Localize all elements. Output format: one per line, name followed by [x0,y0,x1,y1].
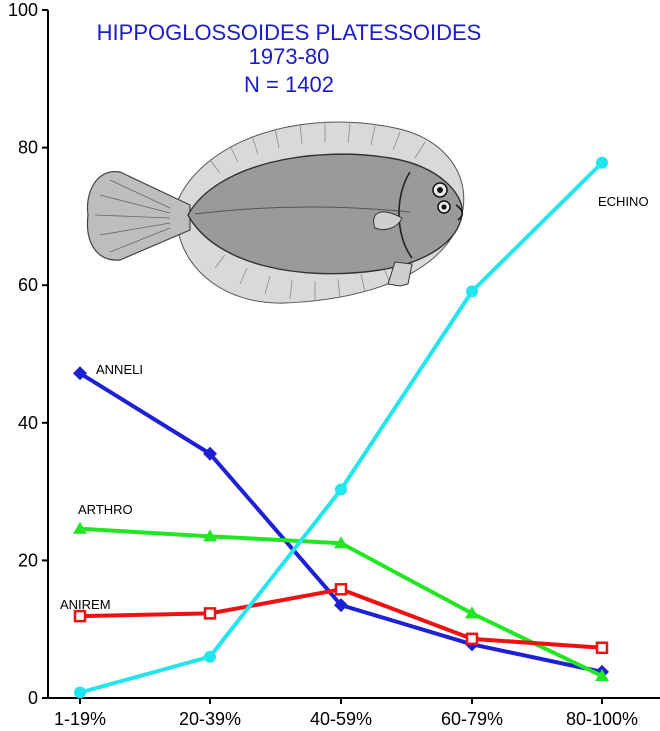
data-point-anirem [465,632,479,646]
data-point-anneli [73,366,87,381]
data-point-arthro [73,521,87,534]
series-label-anneli: ANNELI [96,362,143,377]
data-point-echino [204,650,216,663]
series-label-anirem: ANIREM [60,597,111,612]
data-point-echino [466,285,478,298]
y-tick-label: 100 [8,0,38,20]
data-point-anneli [334,598,348,613]
series-layer [73,156,609,699]
flatfish-illustration [86,121,465,304]
data-point-echino [335,483,347,496]
fish-lateral-line [194,206,411,215]
y-tick-label: 40 [18,413,38,433]
fish-gill-cover [398,171,413,259]
data-point-arthro [203,529,217,542]
data-point-anirem [334,583,348,596]
x-tick-label: 20-39% [179,709,241,729]
series-arthro [73,521,609,681]
data-point-anirem [73,609,87,623]
x-tick-label: 80-100% [566,709,638,729]
chart-title-line-2: 1973-80 [249,44,330,69]
x-tick-label: 40-59% [310,709,372,729]
data-point-echino [74,686,86,699]
series-line-anneli [78,371,603,674]
fish-tail [86,171,191,261]
data-point-echino [596,156,608,169]
fish-fin-rays [209,122,426,300]
chart-title-line-1: HIPPOGLOSSOIDES PLATESSOIDES [97,20,482,45]
series-labels: ANNELI ARTHRO ANIREM ECHINO [60,194,649,612]
series-anneli [73,366,609,679]
series-label-echino: ECHINO [598,194,649,209]
series-label-arthro: ARTHRO [78,502,133,517]
data-point-arthro [465,606,479,619]
chart-title-line-3: N = 1402 [244,72,334,97]
fish-pectoral-fin [373,211,403,231]
data-point-anirem [595,641,609,655]
data-point-arthro [334,536,348,549]
series-echino [74,156,608,699]
series-anirem [73,583,609,655]
data-point-arthro [595,668,609,681]
y-tick-label: 20 [18,550,38,570]
data-point-anneli [203,446,217,461]
x-tick-label: 60-79% [441,709,503,729]
data-point-anirem [203,607,217,620]
y-tick-label: 80 [18,138,38,158]
x-tick-label: 1-19% [54,709,106,729]
y-tick-label: 60 [18,275,38,295]
y-tick-label: 0 [28,688,38,708]
axes: 0 20 40 60 80 100 1-19% 20-39% 40-59% 60-79% 80-10… [8,0,660,729]
fish-pelvic-fin [387,261,413,287]
chart-title: HIPPOGLOSSOIDES PLATESSOIDES 1973-80 N =… [97,20,482,97]
fish-mouth [455,204,464,221]
